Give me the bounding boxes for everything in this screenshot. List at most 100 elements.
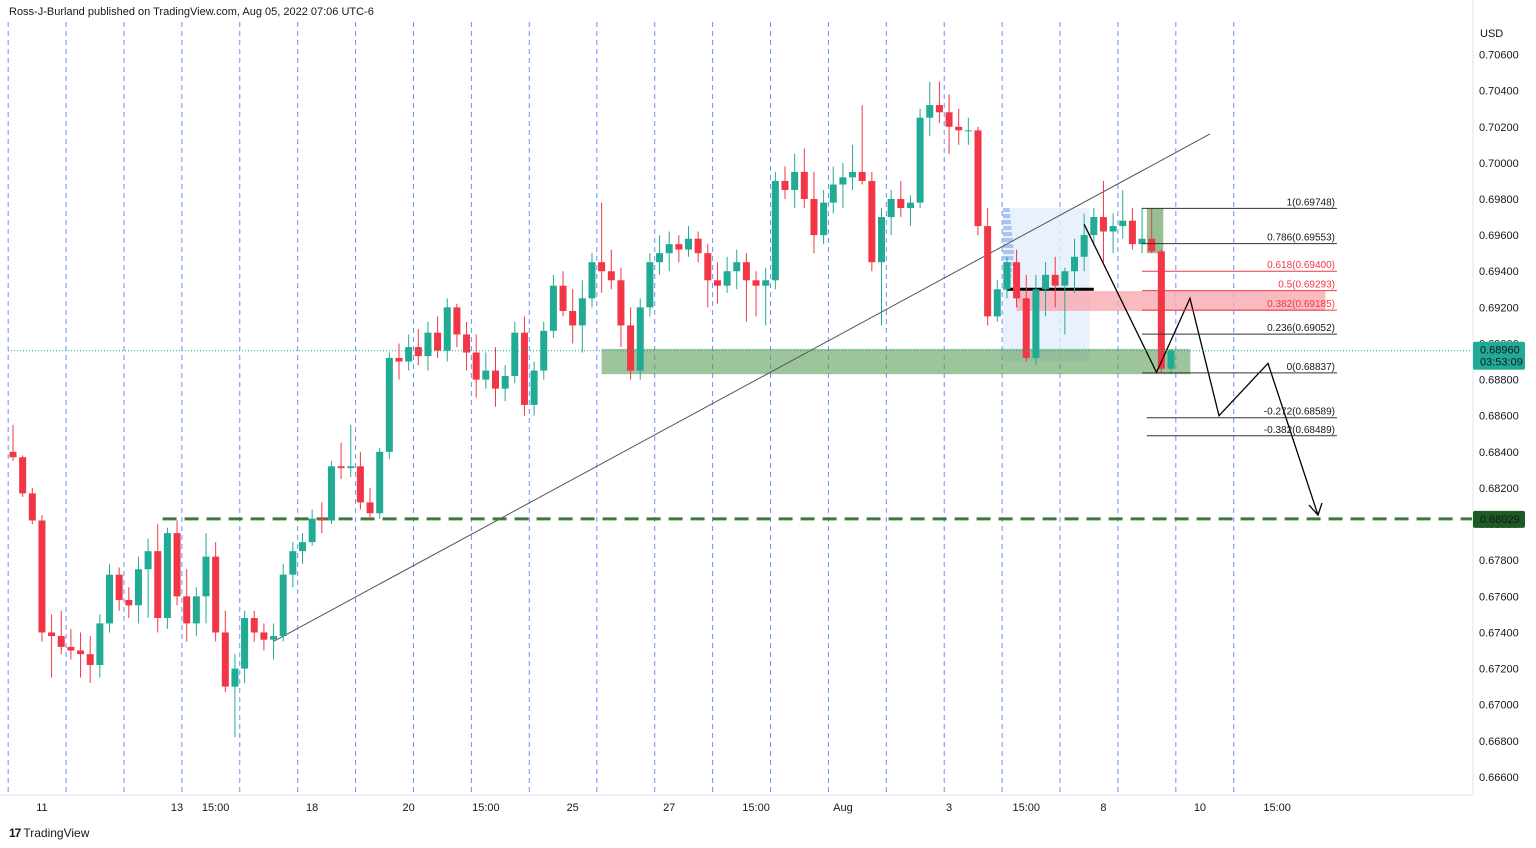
candle-body	[308, 518, 316, 543]
time-tick-label: 15:00	[1012, 802, 1040, 814]
candle-body	[1148, 238, 1156, 252]
candle	[163, 527, 171, 629]
candle-body	[28, 493, 36, 521]
price-tick-label: 0.67800	[1479, 555, 1519, 567]
candle-body	[501, 375, 509, 389]
candle	[405, 334, 413, 371]
candle-body	[260, 632, 268, 640]
candle-body	[1022, 298, 1030, 358]
candle-body	[366, 502, 374, 514]
candle	[520, 316, 528, 416]
price-tick-label: 0.66800	[1479, 736, 1519, 748]
candle-body	[424, 332, 432, 357]
candle	[424, 321, 432, 371]
candle	[134, 556, 142, 624]
candle-body	[791, 171, 799, 190]
candle-body	[849, 171, 857, 178]
candle-body	[733, 262, 741, 272]
volume-profile-bar	[1002, 208, 1010, 213]
candle-body	[617, 280, 625, 326]
candle-body	[887, 198, 895, 218]
candle-body	[395, 357, 403, 362]
fib-level-label: 0.618(0.69400)	[1267, 260, 1335, 271]
candle-body	[665, 244, 673, 254]
candle-body	[800, 171, 808, 199]
candle	[9, 424, 17, 461]
candle	[1032, 274, 1040, 366]
candle	[733, 249, 741, 290]
candle-body	[9, 451, 17, 458]
candle	[57, 610, 65, 655]
candle	[598, 202, 606, 293]
price-tick-label: 0.68800	[1479, 375, 1519, 387]
candle	[212, 542, 220, 642]
fib-level-label: 0.786(0.69553)	[1267, 233, 1335, 244]
time-tick-label: 8	[1100, 802, 1106, 814]
candle	[48, 614, 56, 678]
candle-body	[656, 253, 664, 263]
publisher-header: Ross-J-Burland published on TradingView.…	[9, 6, 374, 18]
tradingview-logo-icon: 17	[9, 826, 21, 840]
candle	[675, 235, 683, 263]
price-tick-label: 0.67200	[1479, 664, 1519, 676]
ascending-trendline	[273, 133, 1211, 642]
candle-body	[810, 198, 818, 236]
candle	[906, 195, 914, 227]
candle-body	[241, 618, 249, 669]
candle	[453, 303, 461, 348]
candle	[231, 654, 239, 738]
candle-body	[1119, 220, 1127, 227]
candle-body	[57, 636, 65, 647]
candle	[376, 448, 384, 519]
candle	[250, 610, 258, 642]
candle-body	[86, 654, 94, 665]
candle	[125, 587, 133, 619]
volume-profile-bar	[1002, 250, 1014, 255]
zones	[601, 208, 1326, 375]
fib-level-label: 0.5(0.69293)	[1278, 280, 1335, 291]
footer-brand: 17 TradingView	[9, 826, 89, 840]
candle-body	[742, 262, 750, 281]
candle	[327, 460, 335, 525]
price-tick-label: 0.69800	[1479, 194, 1519, 206]
candle-body	[463, 334, 471, 353]
candle-body	[829, 184, 837, 203]
time-tick-label: 11	[36, 802, 47, 814]
time-tick-label: Aug	[833, 802, 853, 814]
candle	[752, 271, 760, 317]
candle	[762, 267, 770, 326]
candle	[511, 321, 519, 384]
candle	[897, 180, 905, 218]
candle	[202, 533, 210, 624]
candle	[559, 271, 567, 317]
candle	[656, 235, 664, 275]
candle	[482, 352, 490, 389]
candle	[1051, 256, 1059, 308]
volume-profile-bar	[1002, 244, 1014, 249]
candle-body	[212, 556, 220, 633]
fib-level-label: -0.272(0.68589)	[1264, 407, 1335, 418]
candle	[144, 538, 152, 619]
candle	[173, 520, 181, 606]
candle-body	[820, 202, 828, 236]
candle	[289, 542, 297, 588]
candle	[887, 189, 895, 236]
candle-body	[540, 330, 548, 371]
candle	[347, 424, 355, 478]
candle	[974, 126, 982, 236]
candle	[540, 321, 548, 380]
candle-body	[868, 180, 876, 263]
candle	[385, 352, 393, 460]
candle-body	[549, 285, 557, 331]
footer-brand-label: TradingView	[23, 826, 90, 840]
candle-body	[270, 636, 278, 640]
candle	[829, 166, 837, 214]
candle	[1080, 213, 1088, 272]
candle	[337, 442, 345, 479]
candle-body	[1013, 262, 1021, 299]
candle-body	[1051, 274, 1059, 286]
candle	[106, 563, 113, 633]
candle-body	[77, 650, 85, 655]
candle-body	[520, 332, 528, 405]
